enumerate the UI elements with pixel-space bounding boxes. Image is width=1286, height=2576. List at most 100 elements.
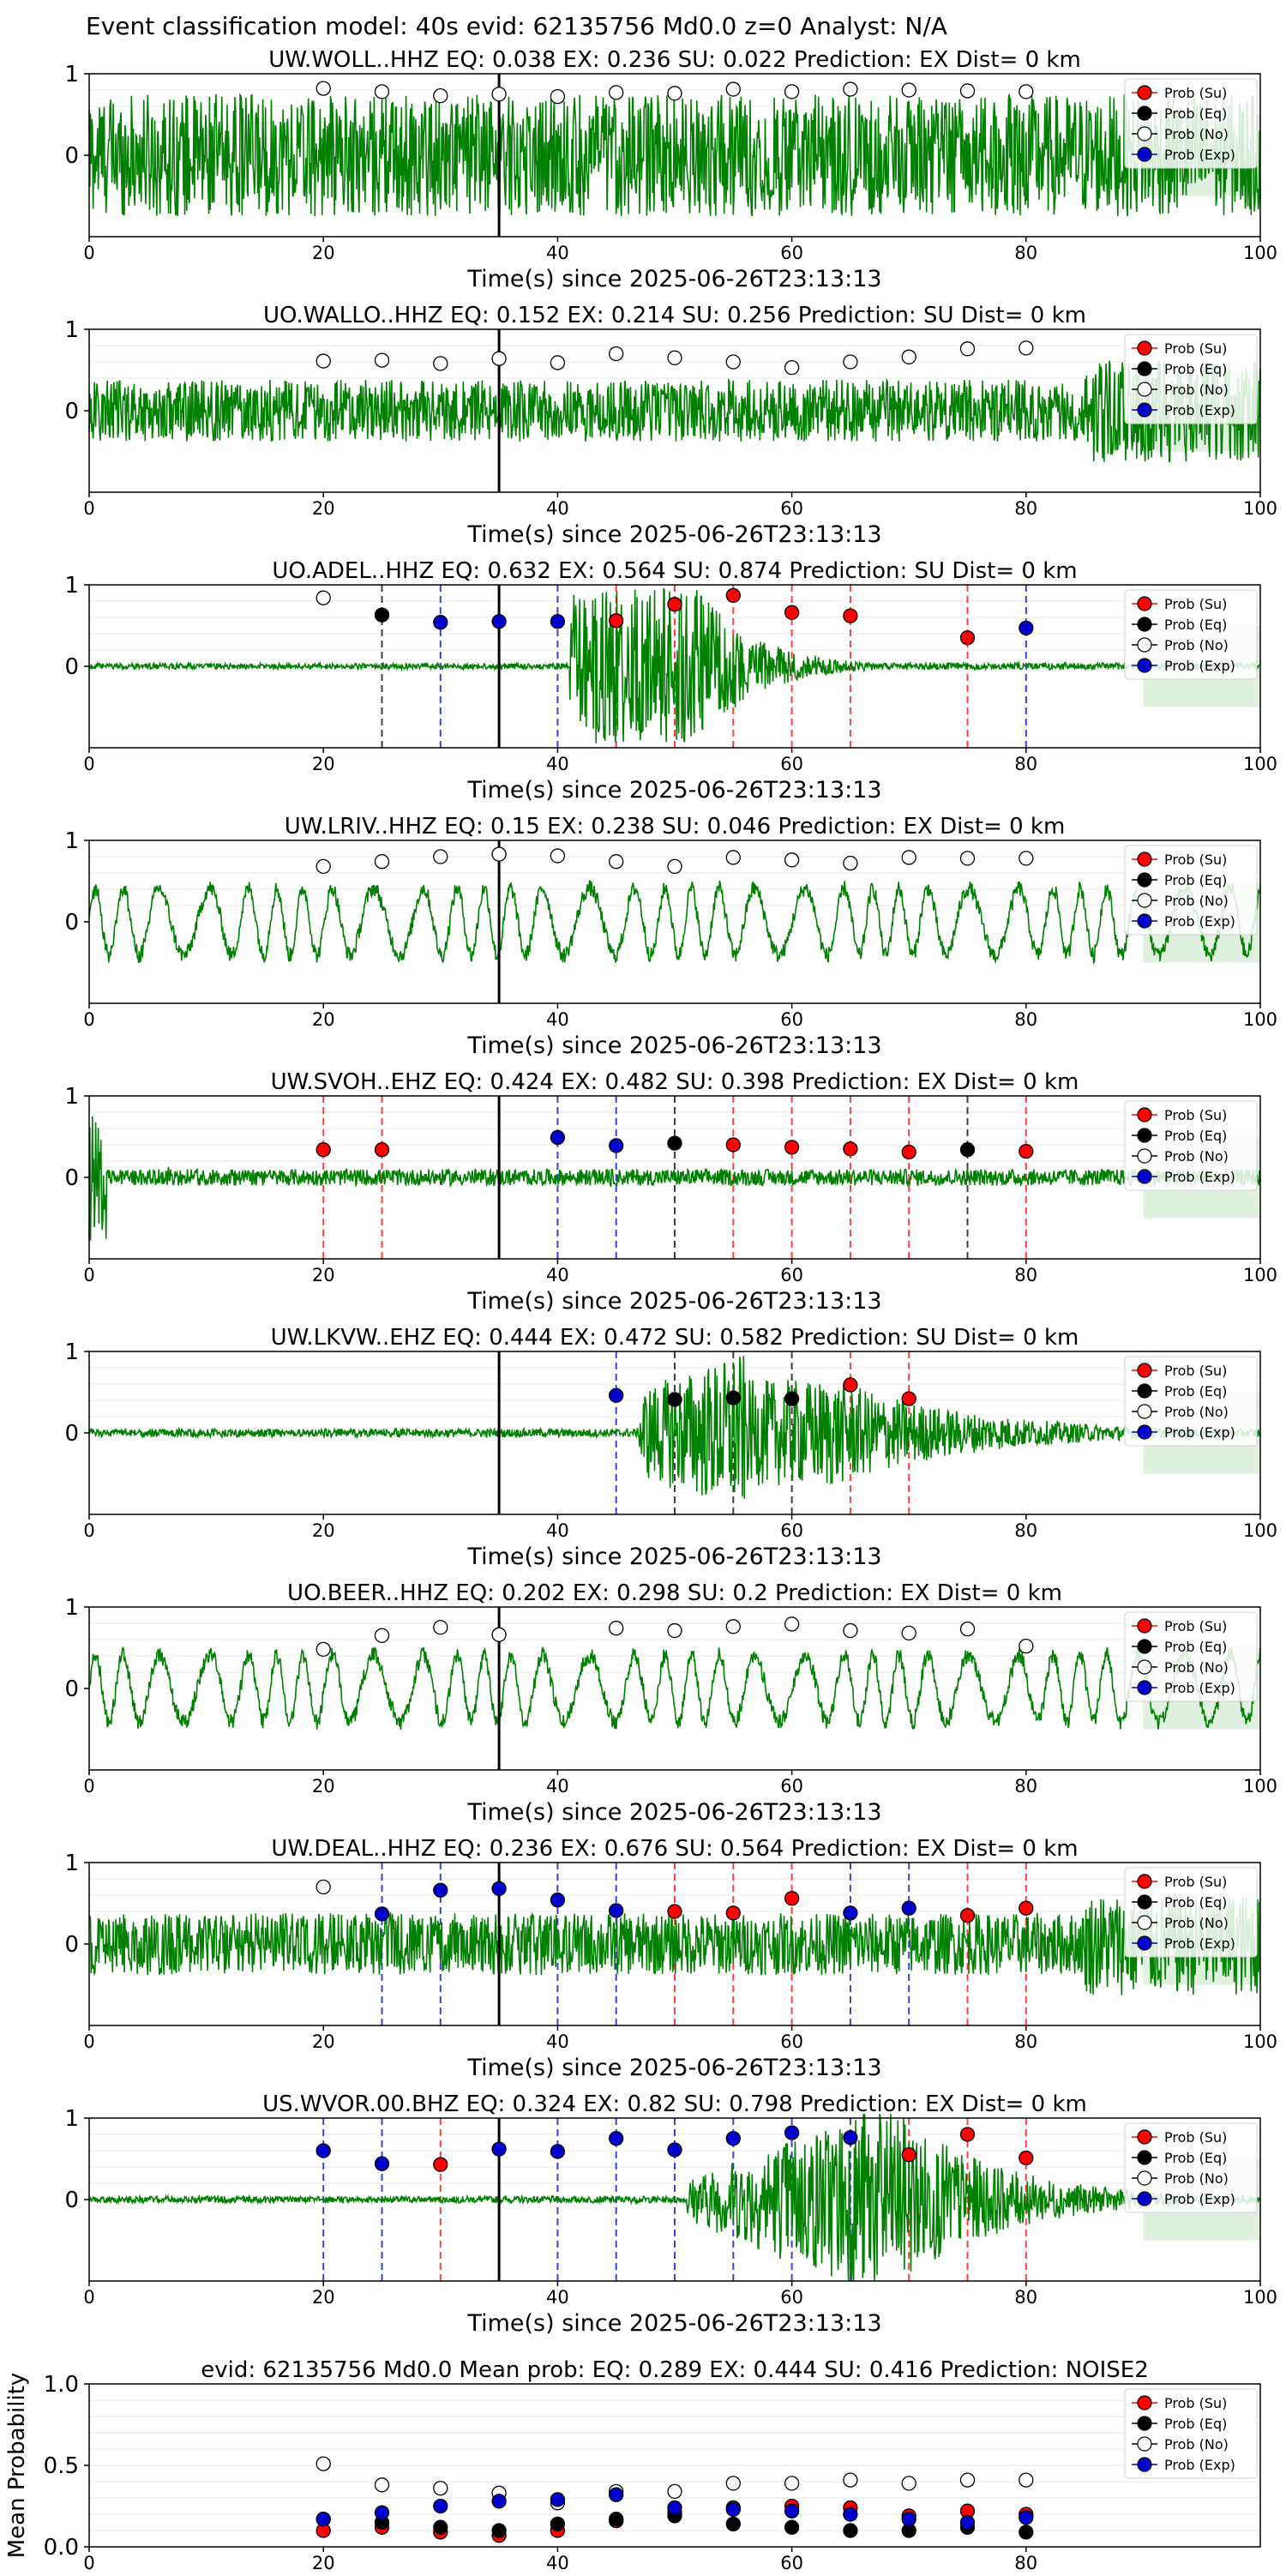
legend-label: Prob (Exp)	[1164, 402, 1235, 418]
mean-point-no	[843, 2472, 858, 2488]
legend-label: Prob (Exp)	[1164, 147, 1235, 163]
legend-label: Prob (Eq)	[1164, 1639, 1227, 1655]
prob-point-no	[550, 88, 566, 105]
mean-point-eq	[491, 2523, 507, 2538]
x-tick-label: 40	[546, 1776, 569, 1797]
legend-marker-exp	[1137, 147, 1152, 162]
x-tick-label: 0	[83, 1520, 94, 1541]
x-axis-label: Time(s) since 2025-06-26T23:13:13	[466, 777, 881, 803]
x-tick-label: 40	[546, 1009, 569, 1030]
prob-point-no	[784, 1616, 800, 1632]
x-tick-label: 80	[1014, 1776, 1037, 1797]
panel-uo-adel--hhz: UO.ADEL..HHZ EQ: 0.632 EX: 0.564 SU: 0.8…	[64, 558, 1277, 803]
prob-point-no	[433, 849, 448, 864]
mean-point-eq	[784, 2519, 800, 2535]
panel-title: UO.WALLO..HHZ EQ: 0.152 EX: 0.214 SU: 0.…	[263, 303, 1086, 328]
prob-point-no	[1019, 1638, 1034, 1654]
y-tick-label: 0.0	[44, 2535, 79, 2561]
x-tick-label: 60	[780, 1009, 803, 1030]
prob-point-exp	[491, 614, 507, 629]
legend-label: Prob (Exp)	[1164, 1680, 1235, 1696]
y-tick-label: 0.5	[44, 2453, 79, 2479]
legend-marker-eq	[1137, 1639, 1152, 1654]
legend-marker-no	[1137, 1915, 1152, 1930]
x-tick-label: 0	[83, 1776, 94, 1797]
prob-point-no	[843, 855, 858, 871]
prob-point-eq	[667, 1135, 682, 1151]
prob-point-no	[667, 86, 682, 101]
x-tick-label: 100	[1243, 1265, 1277, 1285]
prob-point-su	[784, 1140, 800, 1155]
legend-label: Prob (Eq)	[1164, 872, 1227, 888]
panel-uw-lkvw--ehz: UW.LKVW..EHZ EQ: 0.444 EX: 0.472 SU: 0.5…	[64, 1325, 1277, 1570]
x-tick-label: 60	[780, 2031, 803, 2052]
prob-point-no	[725, 354, 741, 370]
prob-point-no	[550, 355, 566, 370]
prob-point-su	[1019, 2150, 1034, 2166]
prob-point-no	[667, 858, 682, 875]
legend-marker-exp	[1137, 1169, 1152, 1184]
panel-title: US.WVOR.00.BHZ EQ: 0.324 EX: 0.82 SU: 0.…	[262, 2091, 1087, 2117]
prob-point-exp	[550, 1129, 566, 1146]
x-tick-label: 60	[780, 243, 803, 263]
mean-point-exp	[901, 2512, 916, 2527]
x-tick-label: 80	[1014, 1009, 1037, 1030]
y-tick-label: 1	[64, 1084, 79, 1110]
legend-marker-su	[1137, 596, 1152, 611]
legend-label: Prob (Su)	[1164, 1363, 1227, 1379]
mean-point-eq	[609, 2512, 624, 2527]
prob-point-su	[374, 1142, 390, 1158]
legend-label: Prob (Eq)	[1164, 1383, 1227, 1399]
prob-point-exp	[667, 2142, 682, 2158]
x-tick-label: 60	[780, 1776, 803, 1797]
legend-label: Prob (No)	[1164, 126, 1229, 142]
x-tick-label: 20	[312, 1520, 335, 1541]
prob-point-exp	[784, 2125, 800, 2140]
prob-point-exp	[550, 614, 566, 629]
panel-uw-svoh--ehz: UW.SVOH..EHZ EQ: 0.424 EX: 0.482 SU: 0.3…	[64, 1069, 1277, 1315]
waveform-trace	[88, 1646, 1261, 1730]
legend-marker-eq	[1137, 361, 1152, 376]
prob-point-eq	[784, 1391, 800, 1406]
legend-marker-exp	[1137, 658, 1152, 673]
x-axis-label: Time(s) since 2025-06-26T23:13:13	[466, 2310, 881, 2337]
prob-point-no	[725, 81, 741, 97]
x-tick-label: 80	[1014, 1265, 1037, 1285]
prob-point-su	[725, 1137, 741, 1153]
prob-point-su	[433, 2157, 448, 2172]
prob-point-exp	[609, 1387, 624, 1403]
prob-point-no	[491, 87, 507, 102]
x-tick-label: 60	[780, 754, 803, 774]
prob-point-no	[609, 854, 624, 870]
prob-point-su	[784, 1891, 800, 1906]
legend-marker-exp	[1137, 1424, 1152, 1440]
x-axis-label: Time(s) since 2025-06-26T23:13:13	[466, 1288, 881, 1315]
legend-label: Prob (Exp)	[1164, 913, 1235, 930]
y-tick-label: 1.0	[44, 2372, 79, 2398]
mean-point-exp	[491, 2494, 507, 2509]
x-tick-label: 20	[312, 2287, 335, 2308]
y-tick-label: 0	[64, 654, 79, 680]
y-tick-label: 1	[64, 62, 79, 87]
x-tick-label: 0	[83, 498, 94, 519]
legend-label: Prob (Su)	[1164, 1618, 1227, 1634]
x-tick-label: 80	[1014, 2287, 1037, 2308]
mean-point-exp	[959, 2514, 976, 2531]
legend-box	[1124, 1356, 1258, 1447]
legend-box	[1124, 845, 1258, 936]
legend-label: Prob (Su)	[1164, 1107, 1227, 1123]
legend: Prob (Su) Prob (Eq) Prob (No) Prob (Exp)	[1124, 845, 1258, 936]
prob-point-no	[667, 1622, 682, 1639]
mean-point-eq	[550, 2516, 566, 2532]
legend-marker-no	[1137, 637, 1152, 653]
legend-marker-no	[1137, 126, 1152, 141]
prob-point-no	[725, 850, 741, 865]
panel-uo-wallo--hhz: UO.WALLO..HHZ EQ: 0.152 EX: 0.214 SU: 0.…	[64, 303, 1277, 548]
legend-box	[1124, 1867, 1258, 1958]
waveform-trace	[88, 879, 1261, 965]
mean-point-no	[374, 2477, 390, 2493]
legend-marker-eq	[1137, 2150, 1152, 2165]
legend-label: Prob (No)	[1164, 2436, 1229, 2453]
legend-box	[1124, 1611, 1258, 1702]
legend-marker-exp	[1137, 2191, 1152, 2206]
